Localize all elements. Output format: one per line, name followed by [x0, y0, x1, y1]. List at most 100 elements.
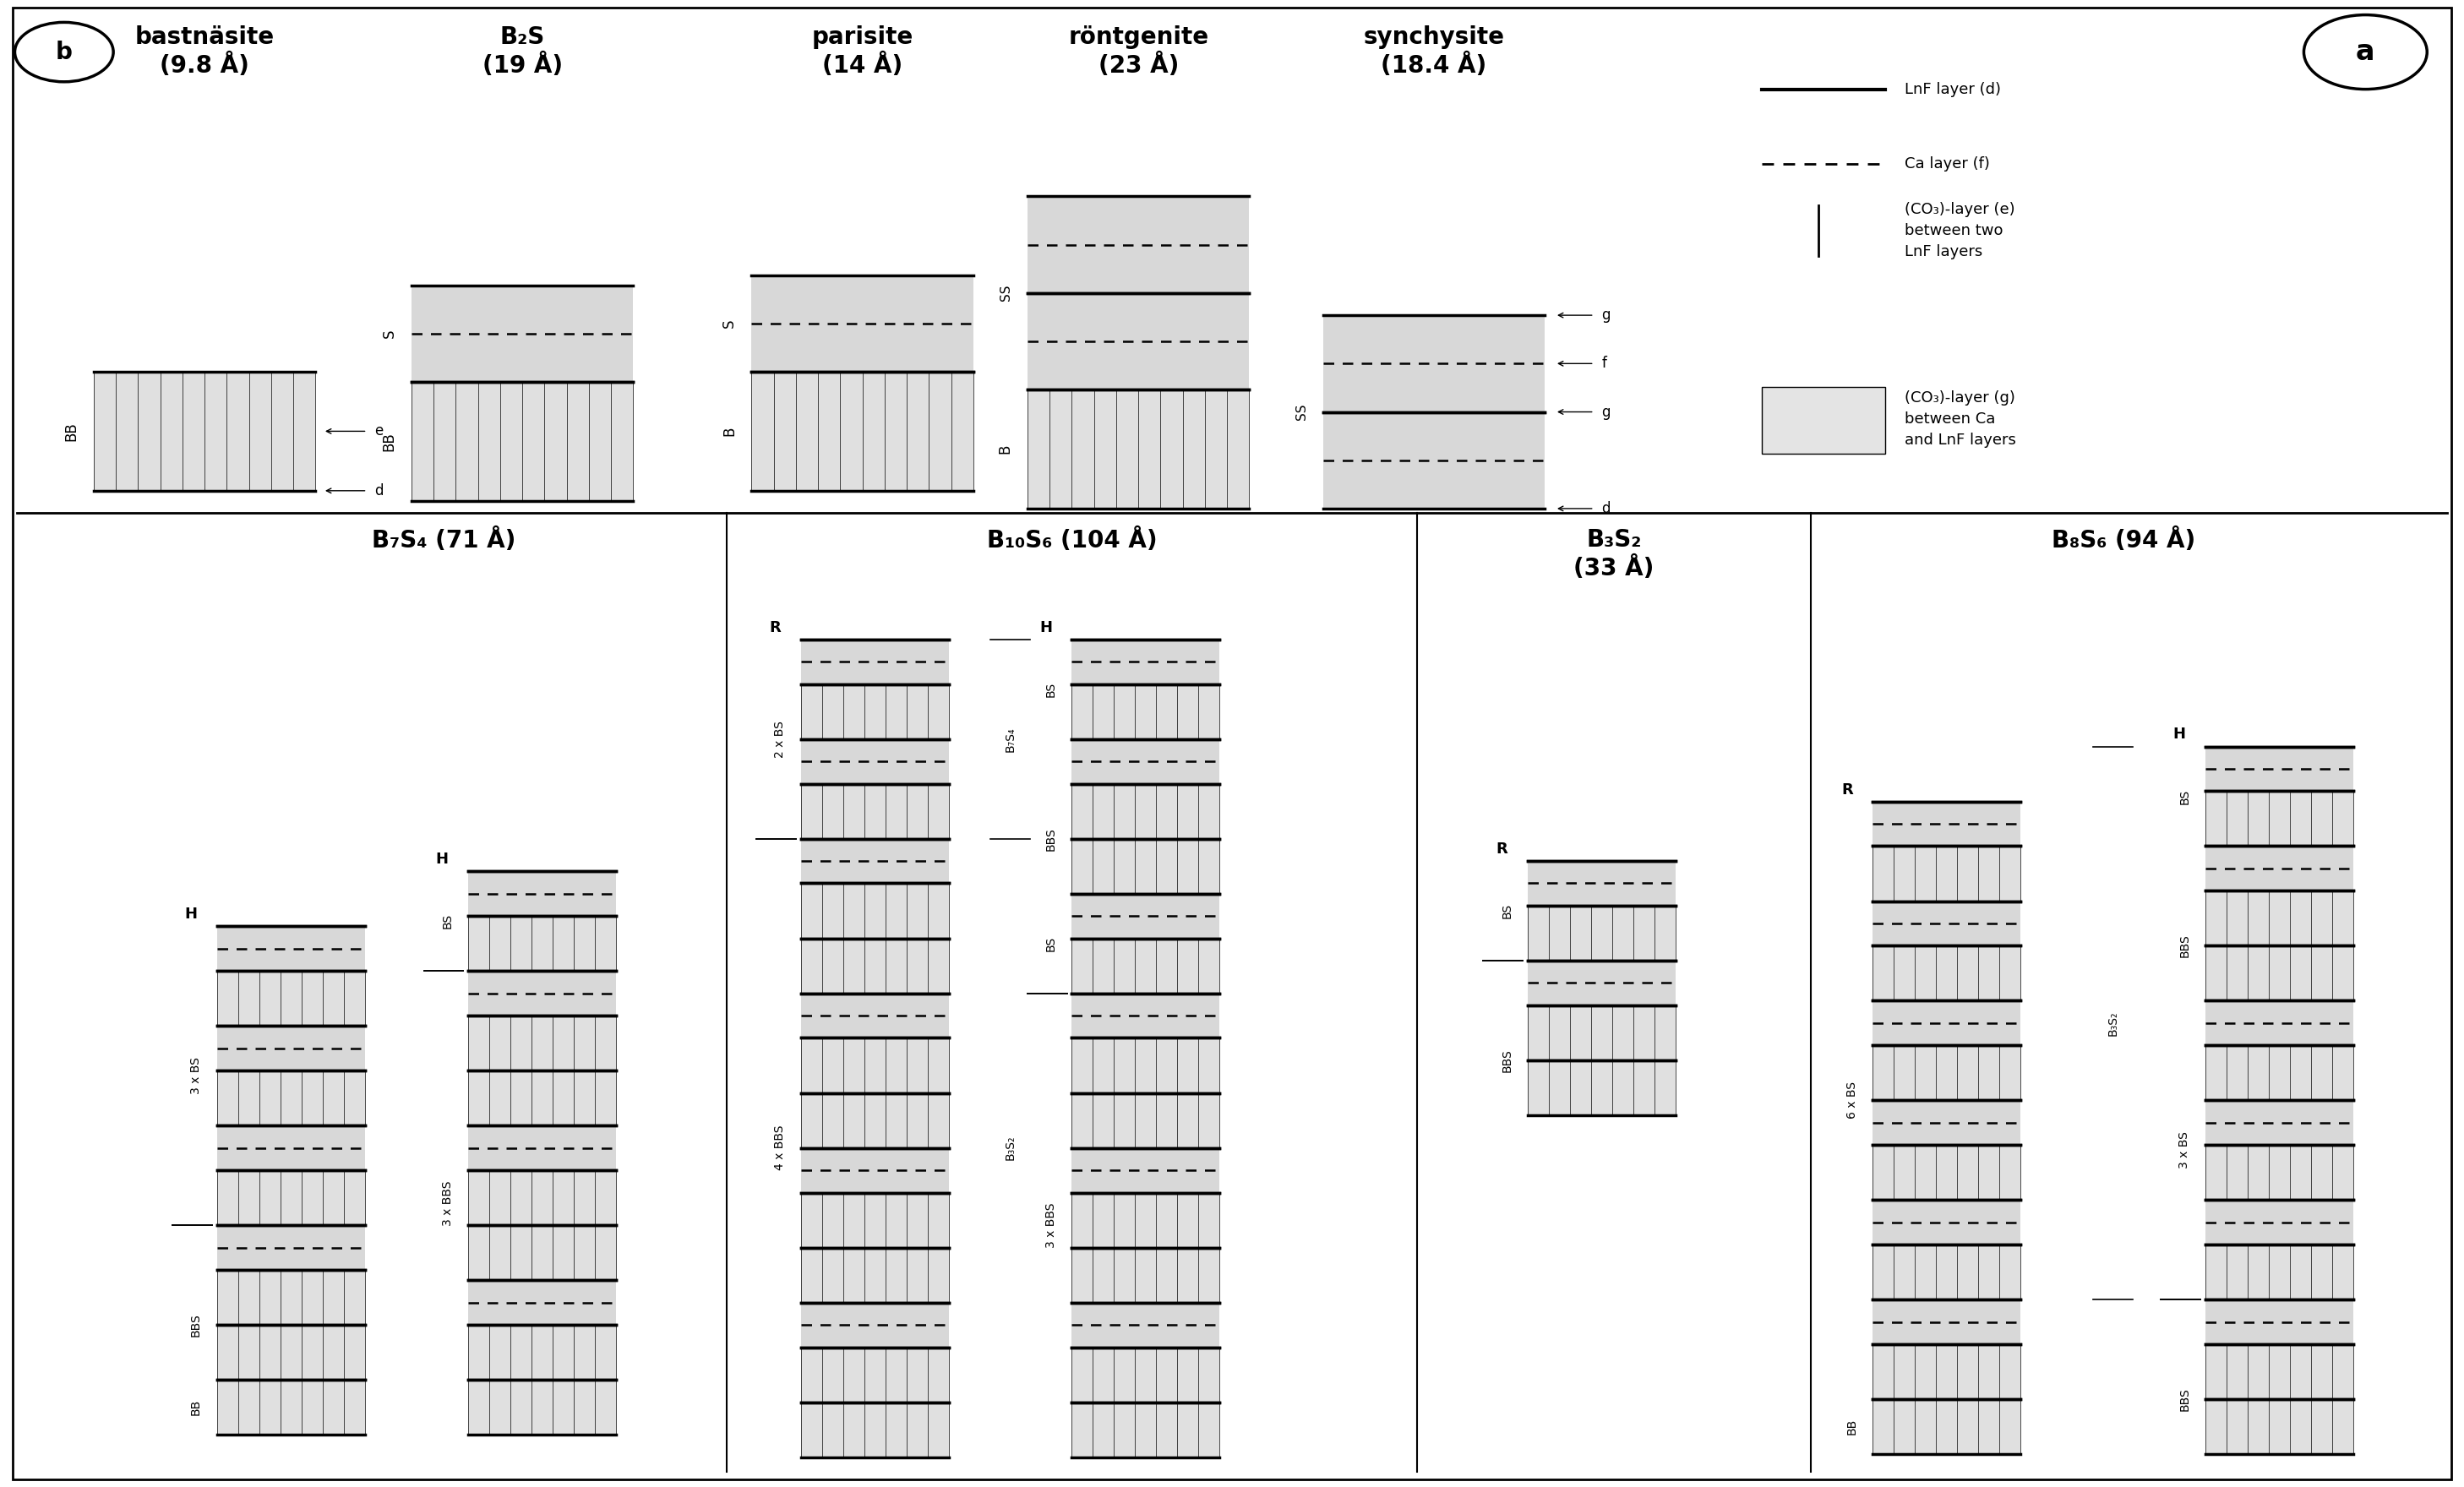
Bar — [1873, 1145, 2020, 1200]
Text: BS: BS — [2178, 788, 2190, 804]
Bar — [2205, 846, 2353, 891]
Bar — [801, 1248, 949, 1303]
Text: BB: BB — [1846, 1419, 1858, 1435]
Bar — [1873, 1045, 2020, 1100]
Text: 3 x BBS: 3 x BBS — [441, 1181, 453, 1225]
Text: S: S — [382, 330, 397, 338]
Bar — [801, 639, 949, 684]
Bar — [1072, 1093, 1220, 1148]
Text: 6 x BS: 6 x BS — [1846, 1083, 1858, 1118]
Bar — [1027, 390, 1249, 509]
Text: BB: BB — [64, 422, 79, 440]
Bar — [217, 971, 365, 1026]
Text: R: R — [1841, 782, 1853, 797]
Text: B₈S₆ (94 Å): B₈S₆ (94 Å) — [2053, 528, 2195, 553]
Text: B₇S₄ (71 Å): B₇S₄ (71 Å) — [372, 528, 515, 553]
Bar — [468, 1016, 616, 1071]
Bar — [1072, 1038, 1220, 1093]
Text: BBS: BBS — [190, 1313, 202, 1337]
Text: synchysite
(18.4 Å): synchysite (18.4 Å) — [1363, 25, 1506, 77]
Bar — [2205, 1344, 2353, 1399]
Text: B₃S₂: B₃S₂ — [2107, 1011, 2119, 1035]
Text: BS: BS — [1045, 681, 1057, 697]
Bar — [1528, 861, 1676, 906]
Text: H: H — [436, 852, 448, 867]
Bar — [217, 1270, 365, 1325]
Bar — [801, 739, 949, 784]
Bar — [1873, 1200, 2020, 1245]
Bar — [2205, 1145, 2353, 1200]
Bar — [217, 1071, 365, 1126]
Text: Ca layer (f): Ca layer (f) — [1905, 156, 1991, 171]
Bar — [1072, 1248, 1220, 1303]
Text: BS: BS — [441, 913, 453, 929]
Bar — [1528, 1060, 1676, 1115]
Text: röntgenite
(23 Å): röntgenite (23 Å) — [1069, 25, 1207, 77]
Bar — [468, 916, 616, 971]
Text: BBS: BBS — [2178, 1387, 2190, 1411]
Bar — [468, 1071, 616, 1126]
Text: 4 x BBS: 4 x BBS — [774, 1126, 786, 1170]
Text: bastnäsite
(9.8 Å): bastnäsite (9.8 Å) — [136, 25, 274, 77]
Bar — [1873, 1300, 2020, 1344]
Text: g: g — [1602, 308, 1611, 323]
Bar — [468, 1280, 616, 1325]
Bar — [2205, 946, 2353, 1001]
Bar — [1072, 1402, 1220, 1457]
Bar — [468, 871, 616, 916]
Bar — [217, 1325, 365, 1380]
Bar — [2205, 891, 2353, 946]
Bar — [1528, 961, 1676, 1005]
Text: BB: BB — [382, 433, 397, 451]
Text: parisite
(14 Å): parisite (14 Å) — [811, 25, 914, 77]
Bar — [1873, 901, 2020, 946]
Bar — [1873, 1001, 2020, 1045]
Text: (CO₃)-layer (g)
between Ca
and LnF layers: (CO₃)-layer (g) between Ca and LnF layer… — [1905, 391, 2016, 448]
Bar — [1072, 839, 1220, 894]
Text: S: S — [722, 320, 737, 327]
Bar — [468, 1325, 616, 1380]
Text: SS: SS — [1296, 403, 1308, 421]
Bar — [2205, 1399, 2353, 1454]
Text: B₃S₂
(33 Å): B₃S₂ (33 Å) — [1574, 528, 1653, 580]
Bar — [1072, 938, 1220, 993]
Text: (CO₃)-layer (e)
between two
LnF layers: (CO₃)-layer (e) between two LnF layers — [1905, 202, 2016, 259]
Bar — [217, 1380, 365, 1435]
Text: e: e — [375, 424, 384, 439]
Bar — [1323, 315, 1545, 412]
Bar — [1528, 1005, 1676, 1060]
Text: 3 x BBS: 3 x BBS — [1045, 1203, 1057, 1248]
Bar — [801, 1193, 949, 1248]
Bar — [1027, 196, 1249, 293]
Text: d: d — [1602, 501, 1611, 516]
Bar — [468, 1126, 616, 1170]
Text: 2 x BS: 2 x BS — [774, 721, 786, 757]
Bar — [217, 1170, 365, 1225]
Bar — [468, 1380, 616, 1435]
Text: g: g — [1602, 404, 1611, 419]
Bar — [801, 938, 949, 993]
Text: B₂S
(19 Å): B₂S (19 Å) — [483, 25, 562, 77]
Bar — [1072, 684, 1220, 739]
Bar — [217, 1026, 365, 1071]
Bar — [801, 684, 949, 739]
Text: b: b — [57, 40, 71, 64]
Bar — [801, 839, 949, 883]
Bar — [1873, 1100, 2020, 1145]
Text: 3 x BS: 3 x BS — [190, 1057, 202, 1094]
Bar — [1323, 412, 1545, 509]
Bar — [1072, 1193, 1220, 1248]
Bar — [1873, 801, 2020, 846]
Bar — [801, 784, 949, 839]
Text: B: B — [998, 445, 1013, 454]
Text: BBS: BBS — [1045, 827, 1057, 851]
Text: H: H — [185, 907, 197, 922]
Text: R: R — [1496, 842, 1508, 857]
Bar — [1072, 993, 1220, 1038]
Bar — [1072, 894, 1220, 938]
Bar — [217, 1225, 365, 1270]
Text: 3 x BS: 3 x BS — [2178, 1132, 2190, 1169]
Bar — [801, 883, 949, 938]
Bar — [801, 1093, 949, 1148]
Bar — [1528, 906, 1676, 961]
